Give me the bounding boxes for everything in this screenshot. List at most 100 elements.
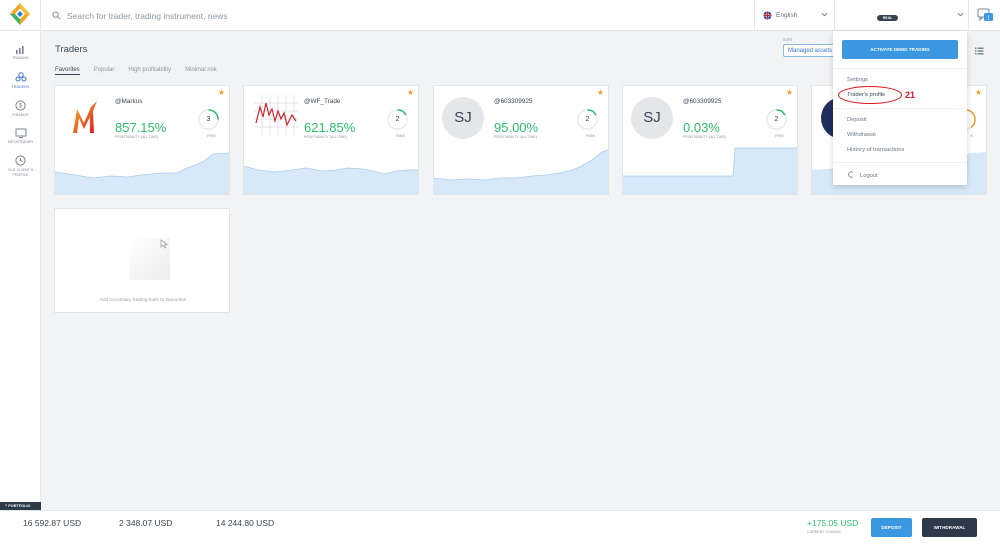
add-favourites-card[interactable]: Add necessary trading tools to favourite… <box>54 208 230 313</box>
trader-card[interactable]: ★ SJ @603309925 0.03% PROFITABILITY (ALL… <box>622 85 798 195</box>
empty-hint: Add necessary trading tools to favourite… <box>99 298 187 303</box>
star-icon[interactable]: ★ <box>785 88 793 97</box>
portfolio-tab[interactable]: ^ PORTFOLIO <box>0 502 41 510</box>
logout-icon <box>848 171 854 178</box>
divider <box>833 108 967 109</box>
profit-chart <box>55 152 229 194</box>
equity-value: 16 592.87 USD <box>23 518 82 528</box>
sidebar-item-label: METATRADER <box>7 140 34 144</box>
tab-minimal-risk[interactable]: Minimal risk <box>185 67 217 73</box>
risk-value: 2 <box>774 116 779 123</box>
sidebar-item-traders[interactable]: TRADERS <box>0 72 41 89</box>
profitability-value: 857.15% <box>115 120 167 135</box>
profitability-value: 621.85% <box>304 120 356 135</box>
logo[interactable] <box>0 0 41 31</box>
portfolio-bar: 16 592.87 USD 2 348.07 USD 14 244.80 USD… <box>0 510 1000 548</box>
tab-favorites[interactable]: Favorites <box>55 67 80 75</box>
sort-select[interactable]: Managed assets <box>783 44 837 57</box>
sidebar: TRADING TRADERS $ FINANCE METATRADER OLD… <box>0 31 41 502</box>
risk-value: 3 <box>206 116 211 123</box>
risk-label: K <box>970 134 973 138</box>
sidebar-item-trading[interactable]: TRADING <box>0 45 41 60</box>
star-icon[interactable]: ★ <box>217 88 225 97</box>
current-change-value: +175.05 USD <box>807 518 859 528</box>
portfolio-label: PORTFOLIO <box>8 504 31 508</box>
language-selector[interactable]: English <box>754 0 834 31</box>
withdrawal-button[interactable]: WITHDRAWAL <box>922 518 977 537</box>
risk-gauge <box>577 109 598 130</box>
deposit-button[interactable]: DEPOSIT <box>871 518 912 537</box>
avatar: SJ <box>631 97 673 139</box>
risk-gauge <box>387 109 408 130</box>
account-dropdown: ACTIVATE DEMO TRADING Settings Trader's … <box>833 31 967 185</box>
menu-item-logout[interactable]: Logout <box>848 171 878 179</box>
list-view-icon[interactable] <box>975 47 984 55</box>
chat-count: 1 <box>987 15 990 21</box>
sort-label: SORT <box>783 38 793 42</box>
profitability-value: 95.00% <box>494 120 539 135</box>
sidebar-item-metatrader[interactable]: METATRADER <box>0 128 41 144</box>
risk-gauge <box>766 109 787 130</box>
tab-high-profitability[interactable]: High profitability <box>128 67 172 73</box>
trader-name: @Markus <box>115 98 143 105</box>
profitability-label: PROFITABILITY (ALL TIME) <box>115 135 158 139</box>
logout-label: Logout <box>860 173 878 179</box>
dollar-icon: $ <box>15 100 26 111</box>
divider <box>833 68 967 69</box>
highlight-ellipse <box>838 86 902 104</box>
svg-text:$: $ <box>19 104 23 110</box>
risk-value: 2 <box>585 116 590 123</box>
users-icon <box>15 72 26 82</box>
trader-card[interactable]: ★ SJ @603309925 95.00% PROFITABILITY (AL… <box>433 85 609 195</box>
menu-item-deposit[interactable]: Deposit <box>847 117 867 123</box>
risk-label: RISK <box>207 134 216 138</box>
profitability-label: PROFITABILITY (ALL TIME) <box>304 135 347 139</box>
menu-item-history[interactable]: History of transactions <box>847 147 905 153</box>
current-change-label: CURRENT CHANGE <box>807 530 841 534</box>
star-icon[interactable]: ★ <box>974 88 982 97</box>
trader-card[interactable]: ★ @Markus 857.15% PROFITABILITY (ALL TIM… <box>54 85 230 195</box>
risk-label: RISK <box>396 134 405 138</box>
profitability-label: PROFITABILITY (ALL TIME) <box>494 135 537 139</box>
sidebar-item-label: FINANCE <box>12 113 29 117</box>
avatar <box>254 95 298 135</box>
account-selector[interactable]: REAL <box>834 0 968 31</box>
placeholder-image <box>129 238 170 280</box>
avatar <box>63 97 105 139</box>
chart-icon <box>16 46 24 54</box>
sidebar-item-old-profile[interactable]: OLD CLIENT'S PROFILE <box>0 155 41 178</box>
menu-item-withdrawal[interactable]: Withdrawal <box>847 132 876 138</box>
trader-name: @WF_Trade <box>304 98 341 105</box>
account-badge: REAL <box>877 15 898 21</box>
search-icon <box>52 11 61 20</box>
sidebar-item-finance[interactable]: $ FINANCE <box>0 100 41 117</box>
search-bar[interactable]: Search for trader, trading instrument, n… <box>52 8 472 23</box>
profit-chart <box>623 147 797 194</box>
risk-gauge <box>198 109 219 130</box>
trader-card[interactable]: ★ @WF_Trade 621.85% PROFITABILITY (ALL T… <box>243 85 419 195</box>
monitor-icon <box>15 128 26 138</box>
activate-demo-button[interactable]: ACTIVATE DEMO TRADING <box>842 40 958 59</box>
risk-value: 2 <box>395 116 400 123</box>
page-title: Traders <box>55 44 88 55</box>
filter-tabs: Favorites Popular High profitability Min… <box>55 67 217 75</box>
search-input[interactable]: Search for trader, trading instrument, n… <box>67 10 228 21</box>
chat-button[interactable]: 1 <box>968 0 1000 31</box>
chevron-down-icon <box>957 12 964 17</box>
sidebar-item-label: OLD CLIENT'S PROFILE <box>7 168 34 177</box>
cursor-icon <box>160 239 168 249</box>
profit-chart <box>244 165 418 194</box>
profitability-label: PROFITABILITY (ALL TIME) <box>683 135 726 139</box>
star-icon[interactable]: ★ <box>406 88 414 97</box>
menu-item-settings[interactable]: Settings <box>847 77 868 83</box>
trader-name: @603309925 <box>494 98 533 105</box>
uk-flag-icon <box>763 11 772 20</box>
sidebar-item-label: TRADING <box>12 56 29 60</box>
margin-value: 2 348.07 USD <box>119 518 173 528</box>
risk-label: RISK <box>775 134 784 138</box>
chevron-up-icon: ^ <box>5 504 9 508</box>
chat-icon: 1 <box>977 8 993 21</box>
tab-popular[interactable]: Popular <box>93 67 115 73</box>
free-margin-value: 14 244.80 USD <box>216 518 275 528</box>
star-icon[interactable]: ★ <box>596 88 604 97</box>
